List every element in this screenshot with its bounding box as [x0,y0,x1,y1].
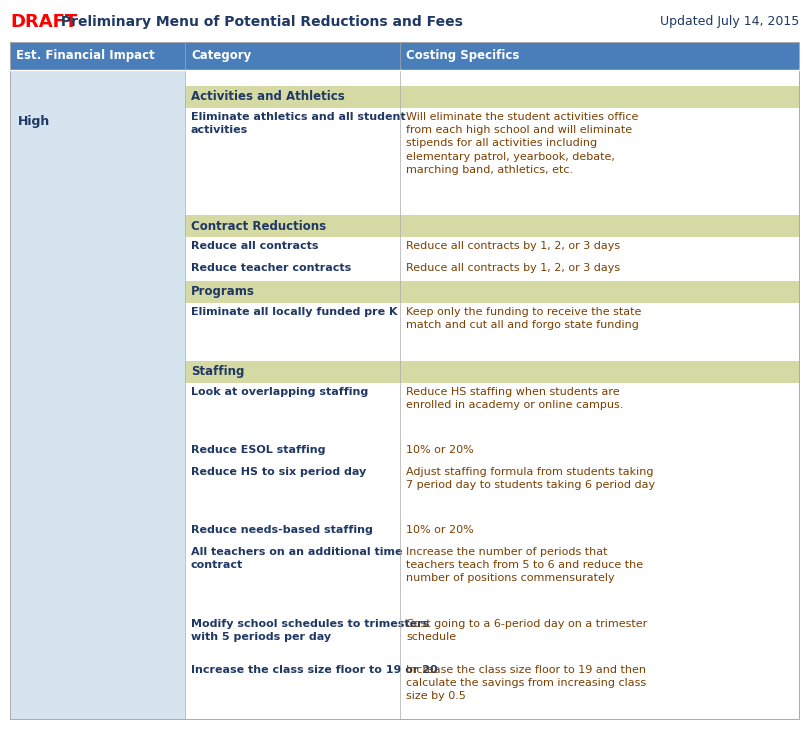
Text: Reduce HS staffing when students are
enrolled in academy or online campus.: Reduce HS staffing when students are enr… [406,387,624,410]
Text: All teachers on an additional time
contract: All teachers on an additional time contr… [191,547,403,571]
Bar [185,86,799,108]
Text: Eliminate all locally funded pre K: Eliminate all locally funded pre K [191,307,397,317]
Text: Preliminary Menu of Potential Reductions and Fees: Preliminary Menu of Potential Reductions… [56,15,463,29]
Text: Cost going to a 6-period day on a trimester
schedule: Cost going to a 6-period day on a trimes… [406,619,647,642]
Text: Reduce all contracts by 1, 2, or 3 days: Reduce all contracts by 1, 2, or 3 days [406,263,621,273]
Text: Reduce all contracts: Reduce all contracts [191,241,319,251]
Text: Will eliminate the student activities office
from each high school and will elim: Will eliminate the student activities of… [406,112,638,175]
Text: Activities and Athletics: Activities and Athletics [191,90,345,104]
Text: Increase the class size floor to 19 and then
calculate the savings from increasi: Increase the class size floor to 19 and … [406,665,646,702]
Text: Staffing: Staffing [191,366,244,378]
Bar [10,70,185,719]
Text: 10% or 20%: 10% or 20% [406,445,474,455]
Text: High: High [18,115,50,128]
Text: Reduce all contracts by 1, 2, or 3 days: Reduce all contracts by 1, 2, or 3 days [406,241,621,251]
Text: Keep only the funding to receive the state
match and cut all and forgo state fun: Keep only the funding to receive the sta… [406,307,642,330]
Bar [185,215,799,237]
Bar [185,281,799,303]
Text: Reduce needs-based staffing: Reduce needs-based staffing [191,525,373,535]
Bar [185,361,799,383]
Text: 10% or 20%: 10% or 20% [406,525,474,535]
Text: Modify school schedules to trimesters
with 5 periods per day: Modify school schedules to trimesters wi… [191,619,430,642]
Text: Increase the class size floor to 19 or 20: Increase the class size floor to 19 or 2… [191,665,438,675]
Text: Increase the number of periods that
teachers teach from 5 to 6 and reduce the
nu: Increase the number of periods that teac… [406,547,643,583]
Text: Programs: Programs [191,286,255,298]
Text: Contract Reductions: Contract Reductions [191,220,326,232]
Text: Reduce HS to six period day: Reduce HS to six period day [191,467,366,477]
Text: Updated July 14, 2015: Updated July 14, 2015 [660,16,799,29]
Text: Costing Specifics: Costing Specifics [406,50,519,62]
Bar [10,42,799,70]
Text: Reduce teacher contracts: Reduce teacher contracts [191,263,351,273]
Text: Est. Financial Impact: Est. Financial Impact [16,50,155,62]
Text: Adjust staffing formula from students taking
7 period day to students taking 6 p: Adjust staffing formula from students ta… [406,467,655,490]
Bar [185,70,799,719]
Text: Eliminate athletics and all student
activities: Eliminate athletics and all student acti… [191,112,405,135]
Text: Look at overlapping staffing: Look at overlapping staffing [191,387,368,397]
Text: Category: Category [191,50,252,62]
Text: DRAFT: DRAFT [10,13,77,31]
Text: Reduce ESOL staffing: Reduce ESOL staffing [191,445,325,455]
